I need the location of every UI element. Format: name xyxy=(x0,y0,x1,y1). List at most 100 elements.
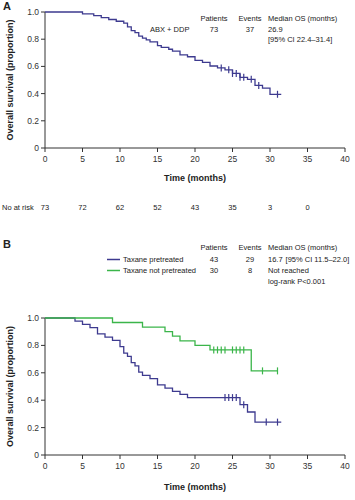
table-cell: 29 xyxy=(246,255,254,264)
x-tick-label: 15 xyxy=(153,461,163,471)
panel-label: B xyxy=(3,238,11,250)
at-risk-label: No at risk xyxy=(2,203,34,212)
table-cell: [95% CI 22.4–31.4] xyxy=(268,35,332,44)
y-tick xyxy=(41,400,45,401)
y-tick-label: 0.4 xyxy=(27,395,39,405)
censor-mark xyxy=(221,346,222,353)
table-cell: 30 xyxy=(210,266,218,275)
at-risk-count: 0 xyxy=(305,203,309,212)
panel: A00.20.40.60.81.00510152025303540Time (m… xyxy=(2,0,350,212)
x-tick-label: 10 xyxy=(115,154,125,164)
table-cell: 26.9 xyxy=(268,25,283,34)
censor-mark xyxy=(243,74,244,81)
censor-mark xyxy=(224,346,225,353)
censor-mark xyxy=(277,419,278,426)
x-tick-label: 0 xyxy=(43,154,48,164)
table-cell: 37 xyxy=(246,25,254,34)
y-axis xyxy=(45,12,46,148)
x-tick-label: 35 xyxy=(303,154,313,164)
y-tick-label: 0.8 xyxy=(27,34,39,44)
x-axis-title: Time (months) xyxy=(164,482,226,492)
table-cell: 8 xyxy=(248,266,252,275)
x-tick-label: 20 xyxy=(190,154,200,164)
x-tick xyxy=(120,455,121,459)
x-tick xyxy=(82,455,83,459)
table-cell: 16.7 xyxy=(268,255,283,264)
y-tick-label: 0.6 xyxy=(27,61,39,71)
y-tick xyxy=(41,372,45,373)
x-tick-label: 10 xyxy=(115,461,125,471)
y-axis-title: Overall survival (proportion) xyxy=(5,19,15,140)
censor-mark xyxy=(277,91,278,98)
legend-swatch xyxy=(107,270,120,272)
censor-mark xyxy=(228,66,229,73)
x-tick xyxy=(345,148,346,152)
annotation: log-rank P<0.001 xyxy=(268,277,325,286)
x-tick xyxy=(120,148,121,152)
at-risk-count: 52 xyxy=(153,203,161,212)
y-tick xyxy=(41,455,45,456)
censor-mark xyxy=(213,346,214,353)
y-tick-label: 0.4 xyxy=(27,89,39,99)
at-risk-count: 3 xyxy=(268,203,272,212)
y-tick xyxy=(41,148,45,149)
censor-mark xyxy=(251,76,252,83)
y-tick xyxy=(41,318,45,319)
censor-mark xyxy=(217,346,218,353)
table-header: Median OS (months) xyxy=(268,14,338,23)
x-tick-label: 35 xyxy=(303,461,313,471)
x-tick-label: 20 xyxy=(190,461,200,471)
y-tick xyxy=(41,427,45,428)
legend-swatch xyxy=(107,259,120,261)
censor-mark xyxy=(224,394,225,401)
y-tick-label: 0.8 xyxy=(27,340,39,350)
x-tick-label: 0 xyxy=(43,461,48,471)
table-cell: Not reached xyxy=(268,266,309,275)
censor-mark xyxy=(236,394,237,401)
x-tick-label: 40 xyxy=(340,461,350,471)
y-tick xyxy=(41,120,45,121)
x-tick-label: 25 xyxy=(228,154,238,164)
censor-mark xyxy=(266,419,267,426)
table-header: Events xyxy=(239,243,262,252)
y-axis-title: Overall survival (proportion) xyxy=(5,326,15,447)
censor-mark xyxy=(232,394,233,401)
table-cell: 73 xyxy=(210,25,218,34)
survival-curve xyxy=(45,318,278,371)
survival-curve xyxy=(45,12,281,94)
x-tick-label: 25 xyxy=(228,461,238,471)
censor-mark xyxy=(262,367,263,374)
figure: A00.20.40.60.81.00510152025303540Time (m… xyxy=(0,0,355,500)
x-tick-label: 30 xyxy=(265,461,275,471)
x-tick-label: 30 xyxy=(265,154,275,164)
x-tick-label: 5 xyxy=(80,154,85,164)
censor-mark xyxy=(236,346,237,353)
censor-mark xyxy=(239,346,240,353)
x-tick-label: 15 xyxy=(153,154,163,164)
x-tick xyxy=(45,455,46,459)
y-tick-label: 1.0 xyxy=(27,7,39,17)
y-tick xyxy=(41,93,45,94)
legend-label: ABX + DDP xyxy=(150,25,189,34)
at-risk-count: 62 xyxy=(116,203,124,212)
y-tick-label: 0 xyxy=(34,450,39,460)
y-tick-label: 0.6 xyxy=(27,368,39,378)
table-header: Patients xyxy=(200,14,227,23)
table-cell: 43 xyxy=(210,255,218,264)
y-tick xyxy=(41,39,45,40)
censor-mark xyxy=(258,82,259,89)
censor-mark xyxy=(232,346,233,353)
censor-mark xyxy=(232,70,233,77)
censor-mark xyxy=(243,401,244,408)
table-header: Patients xyxy=(200,243,227,252)
at-risk-count: 73 xyxy=(41,203,49,212)
y-tick-label: 1.0 xyxy=(27,313,39,323)
y-tick xyxy=(41,12,45,13)
x-tick xyxy=(82,148,83,152)
legend-label: Taxane not pretreated xyxy=(123,266,196,275)
y-axis xyxy=(45,318,46,455)
table-cell: [95% CI 11.5–22.0] xyxy=(286,255,350,264)
panel-label: A xyxy=(3,0,11,12)
x-tick-label: 5 xyxy=(80,461,85,471)
y-tick xyxy=(41,66,45,67)
